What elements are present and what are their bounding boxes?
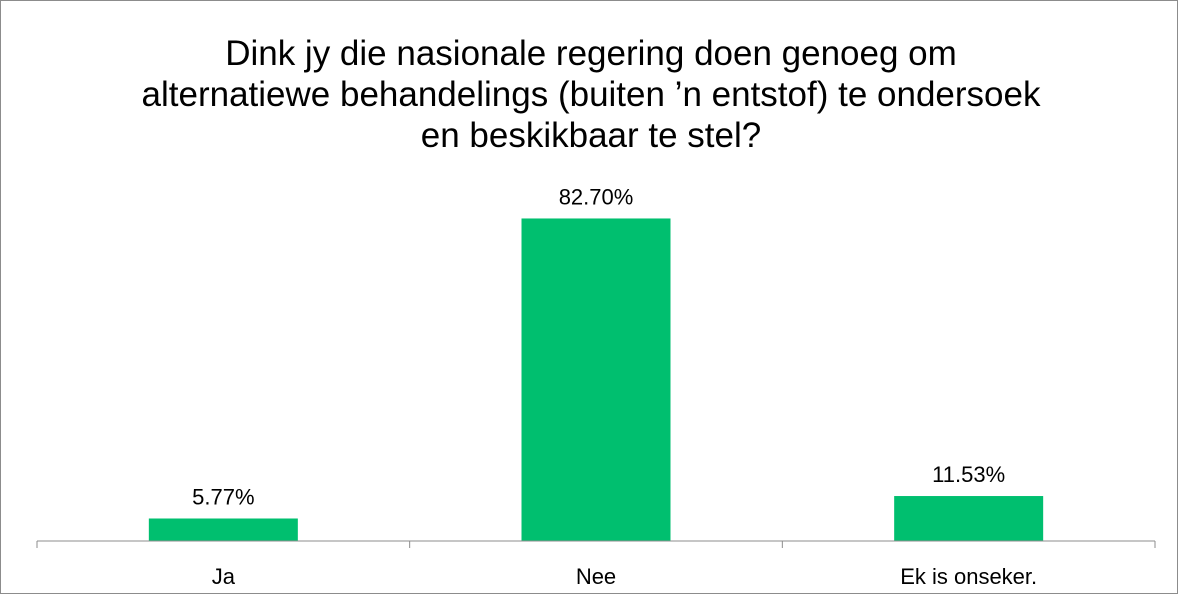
data-label-2: 82.70% — [559, 184, 634, 209]
labels-layer: 5.77% Ja 82.70% Nee 11.53% Ek is onseker. — [192, 184, 1037, 589]
x-axis — [36, 540, 1156, 548]
x-tick-label-1: Ja — [212, 564, 236, 589]
data-label-3: 11.53% — [932, 462, 1005, 487]
bars-layer — [148, 218, 1044, 541]
bar-3 — [894, 496, 1044, 541]
chart-title: Dink jy die nasionale regering doen geno… — [141, 34, 1041, 155]
bar-2 — [521, 218, 671, 541]
data-label-1: 5.77% — [192, 484, 254, 509]
x-tick-label-2: Nee — [576, 564, 616, 589]
bar-1 — [148, 518, 298, 541]
x-tick-label-3: Ek is onseker. — [900, 564, 1037, 589]
